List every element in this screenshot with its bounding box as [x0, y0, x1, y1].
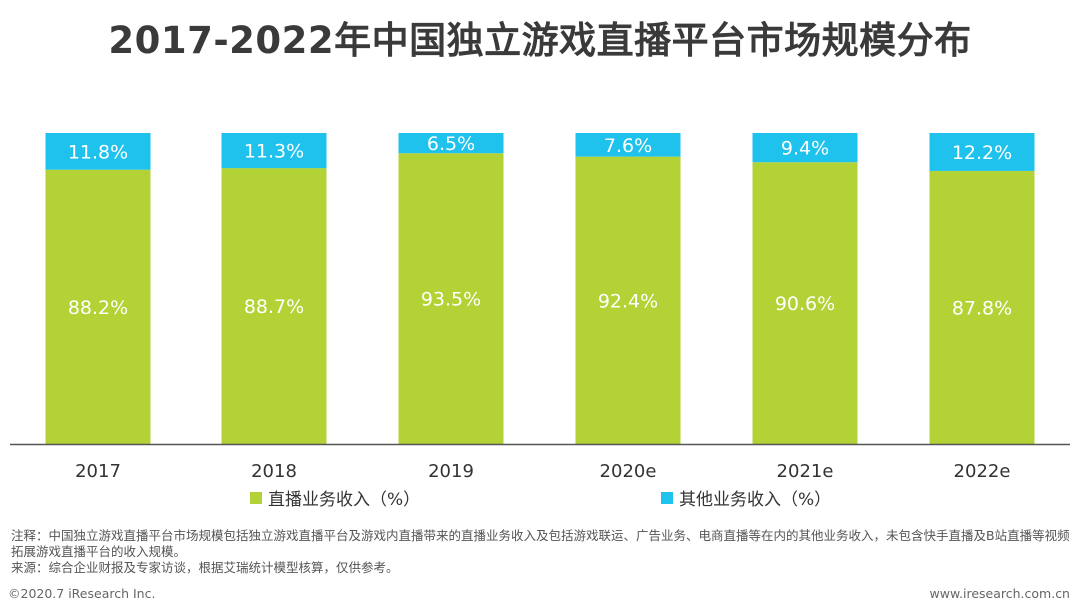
x-tick-2020e: 2020e [600, 461, 657, 482]
label-live-2019: 93.5% [421, 289, 481, 311]
bar-other-2019 [398, 133, 504, 154]
x-tick-2022e: 2022e [954, 461, 1011, 482]
bar-live-2018 [221, 168, 327, 444]
x-tick-2021e: 2021e [777, 461, 834, 482]
bar-live-2022e [929, 170, 1035, 444]
x-tick-2019: 2019 [428, 461, 474, 482]
chart-title: 2017-2022年中国独立游戏直播平台市场规模分布 [108, 19, 972, 62]
label-other-2022e: 12.2% [952, 142, 1012, 164]
x-tick-2017: 2017 [75, 461, 121, 482]
bar-live-2017 [45, 169, 151, 444]
bar-other-2020e [575, 133, 681, 157]
legend-label-other: 其他业务收入（%） [679, 490, 832, 510]
label-other-2020e: 7.6% [604, 135, 652, 157]
stacked-bar-chart: 88.2% 11.8% 2017 88.7% 11.3% 2018 93.5% 6.5% 201… [10, 133, 1070, 482]
bar-live-2020e [575, 156, 681, 445]
label-live-2017: 88.2% [68, 297, 128, 319]
bar-other-2022e [929, 133, 1035, 171]
legend-swatch-other [661, 491, 673, 504]
legend-item-live: 直播业务收入（%） [250, 485, 420, 510]
website: www.iresearch.com.cn [929, 586, 1071, 601]
legend-swatch-live [250, 491, 262, 504]
note-text: 注释：中国独立游戏直播平台市场规模包括独立游戏直播平台及游戏内直播带来的直播业务… [11, 528, 1070, 559]
bar-live-2019 [398, 153, 504, 444]
legend-label-live: 直播业务收入（%） [268, 490, 421, 510]
label-other-2017: 11.8% [68, 141, 128, 163]
label-live-2020e: 92.4% [598, 290, 658, 312]
label-live-2018: 88.7% [244, 296, 304, 318]
label-other-2018: 11.3% [244, 141, 304, 163]
bar-other-2018 [221, 133, 327, 169]
source-text: 来源：综合企业财报及专家访谈，根据艾瑞统计模型核算，仅供参考。 [11, 560, 399, 575]
label-live-2021e: 90.6% [775, 293, 835, 315]
notes: 注释：中国独立游戏直播平台市场规模包括独立游戏直播平台及游戏内直播带来的直播业务… [11, 528, 1073, 576]
copyright: ©2020.7 iResearch Inc. [8, 586, 156, 601]
label-live-2022e: 87.8% [952, 297, 1012, 319]
label-other-2019: 6.5% [427, 133, 475, 155]
label-other-2021e: 9.4% [781, 138, 829, 160]
bar-other-2021e [752, 133, 858, 163]
x-tick-2018: 2018 [251, 461, 297, 482]
bar-live-2021e [752, 162, 858, 444]
bar-other-2017 [45, 133, 151, 170]
legend-item-other: 其他业务收入（%） [661, 485, 831, 510]
